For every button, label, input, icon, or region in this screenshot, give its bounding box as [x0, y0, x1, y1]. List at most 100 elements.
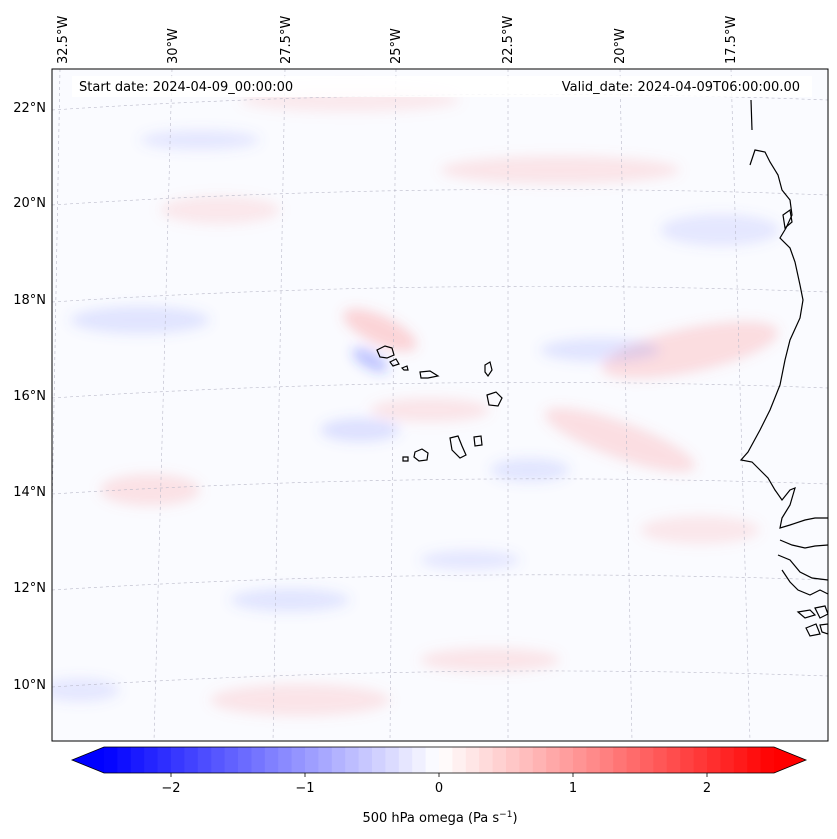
cape-verde-sao-nicolau — [419, 370, 440, 379]
meridian-line — [730, 69, 751, 741]
colorbar-outline — [70, 746, 808, 774]
colorbar-segment — [733, 747, 748, 773]
omega-positive-patch — [210, 684, 390, 716]
omega-positive-patch — [343, 308, 417, 352]
cape-verde-sao-vicente — [389, 358, 400, 367]
omega-positive-patch — [160, 196, 280, 224]
meridian-line — [272, 69, 286, 741]
latitude-label: 20°N — [13, 196, 46, 211]
omega-positive-patch — [370, 398, 490, 422]
colorbar-segment — [640, 747, 654, 773]
colorbar-segment — [666, 747, 681, 773]
colorbar-segment — [104, 747, 118, 773]
colorbar-segment — [452, 747, 467, 773]
latitude-label: 12°N — [13, 581, 46, 596]
colorbar-segment — [519, 747, 534, 773]
colorbar-segment — [626, 747, 641, 773]
west-africa-coastline — [750, 99, 753, 131]
latitude-label: 10°N — [13, 678, 46, 693]
bijagos-islands — [819, 623, 828, 635]
omega-negative-patch — [420, 550, 520, 570]
colorbar-segment — [157, 747, 172, 773]
longitude-label: 27.5°W — [279, 16, 294, 64]
colorbar-segment — [238, 747, 252, 773]
colorbar-segment — [532, 747, 547, 773]
map-frame — [51, 68, 829, 742]
colorbar-high-extend — [774, 747, 806, 773]
colorbar-segment — [412, 747, 427, 773]
colorbar-segment — [465, 747, 480, 773]
colorbar-segment — [439, 747, 453, 773]
meridian-line — [52, 69, 61, 534]
omega-positive-patch — [420, 648, 560, 672]
colorbar-segment — [211, 747, 226, 773]
cape-verde-sal — [484, 361, 493, 378]
colorbar-label: 500 hPa omega (Pa s−1) — [362, 810, 517, 826]
cape-verde-santiago — [449, 435, 467, 459]
colorbar-tick-label: 1 — [569, 781, 577, 796]
longitude-label: 30°W — [166, 28, 181, 64]
meridian-line — [389, 69, 397, 741]
colorbar-tick-label: 0 — [435, 781, 443, 796]
bijagos-islands — [814, 605, 828, 619]
colorbar-segment — [760, 747, 775, 773]
longitude-label: 20°W — [613, 28, 628, 64]
meridian-line — [619, 69, 633, 741]
colorbar-segments — [104, 747, 775, 773]
omega-negative-patch — [70, 306, 210, 334]
colorbar-segment — [720, 747, 735, 773]
cape-verde-fogo — [413, 448, 429, 462]
omega-negative-patch — [660, 214, 780, 246]
colorbar-segment — [653, 747, 668, 773]
colorbar-segment — [224, 747, 239, 773]
longitude-label: 25°W — [389, 28, 404, 64]
colorbar-segment — [197, 747, 212, 773]
colorbar-segment — [117, 747, 132, 773]
colorbar-segment — [144, 747, 159, 773]
colorbar-segment — [385, 747, 400, 773]
colorbar-tick-label: −1 — [295, 781, 314, 796]
omega-negative-patch — [140, 130, 260, 150]
colorbar-tick-label: −2 — [161, 781, 180, 796]
colorbar-segment — [599, 747, 614, 773]
gambia-coastline — [779, 539, 828, 549]
colorbar-segment — [331, 747, 346, 773]
latitude-label: 18°N — [13, 293, 46, 308]
longitude-labels: 32.5°W 30°W 27.5°W 25°W 22.5°W 20°W 17.5… — [56, 16, 739, 64]
colorbar-segment — [264, 747, 279, 773]
guinea-coastline — [777, 554, 828, 581]
colorbar-segment — [506, 747, 520, 773]
colorbar-segment — [372, 747, 386, 773]
omega-negative-patch — [490, 458, 570, 482]
map-panel: Start date: 2024-04-09_00:00:00 Valid_da… — [51, 68, 829, 742]
bijagos-islands — [805, 623, 821, 637]
bijagos-islands — [796, 609, 817, 619]
colorbar-segment — [573, 747, 587, 773]
meridian-line — [153, 69, 173, 741]
cape-verde-brava — [402, 456, 409, 462]
colorbar-segment — [358, 747, 373, 773]
longitude-label: 32.5°W — [56, 16, 71, 64]
omega-negative-patch — [352, 347, 388, 373]
colorbar-segment — [184, 747, 199, 773]
colorbar-segment — [546, 747, 561, 773]
colorbar-segment — [130, 747, 145, 773]
omega-negative-patch — [52, 678, 120, 702]
west-africa-coastline — [739, 149, 828, 529]
colorbar-segment — [680, 747, 695, 773]
date-label-box — [72, 76, 812, 97]
omega-positive-patch — [440, 156, 680, 184]
colorbar-segment — [492, 747, 507, 773]
omega-positive-patch — [100, 474, 200, 506]
cape-verde-boa-vista — [486, 391, 503, 407]
colorbar-segment — [707, 747, 721, 773]
colorbar-segment — [345, 747, 360, 773]
colorbar-segment — [251, 747, 266, 773]
cape-verde-maio — [473, 435, 483, 447]
colorbar-segment — [318, 747, 333, 773]
omega-negative-patch — [540, 338, 660, 362]
colorbar-segment — [479, 747, 494, 773]
colorbar-low-extend — [72, 747, 104, 773]
omega-positive-patch — [544, 407, 696, 473]
